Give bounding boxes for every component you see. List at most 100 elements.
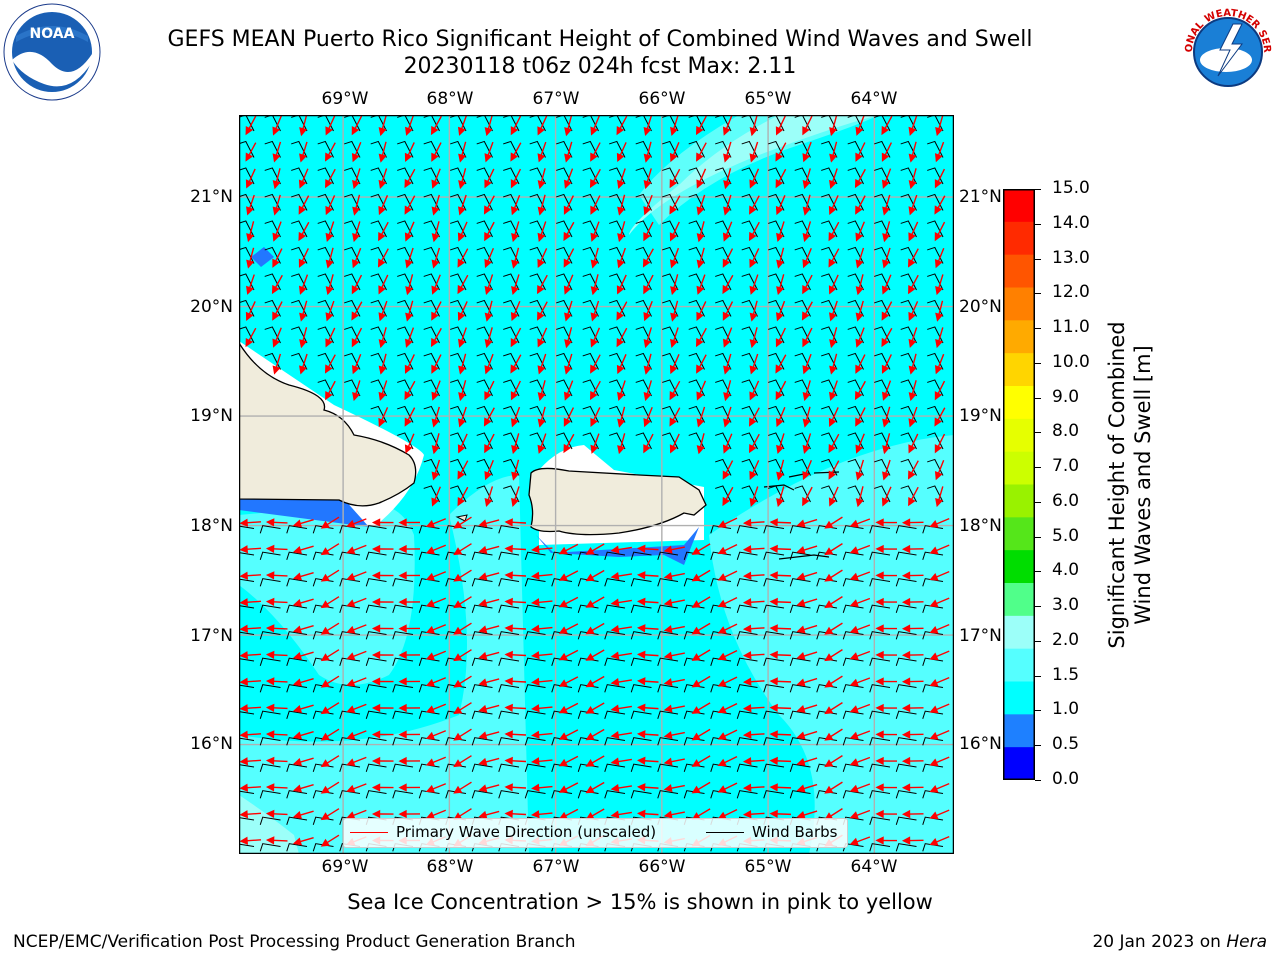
wave-direction-arrowhead [749, 339, 758, 349]
wave-direction-arrowhead [616, 152, 625, 163]
wave-direction-arrowhead [563, 443, 572, 454]
legend-item-wind-barbs: Wind Barbs [706, 823, 837, 841]
colorbar-segment [1003, 714, 1035, 748]
colorbar-tick-label: 8.0 [1052, 421, 1080, 442]
wind-barb [869, 657, 891, 666]
wave-direction-arrowhead [670, 286, 679, 296]
wind-barb [789, 578, 811, 587]
colorbar-segment [1003, 254, 1035, 288]
wave-direction-arrowhead [610, 624, 620, 634]
wave-direction-arrowhead [558, 705, 568, 714]
wave-direction-arrowhead [849, 784, 859, 793]
wave-direction-arrowhead [749, 497, 758, 507]
wave-direction-arrowhead [643, 338, 652, 349]
wave-direction-arrowhead [849, 519, 859, 528]
wave-direction-arrowhead [769, 756, 778, 766]
wave-direction-arrowhead [881, 391, 890, 401]
legend-swatch-black [706, 831, 744, 833]
wave-direction-arrowhead [265, 650, 275, 659]
wave-direction-arrowhead [882, 259, 890, 269]
wind-barb [895, 657, 917, 666]
wave-direction-arrowhead [769, 518, 778, 527]
lat-label-left: 18°N [190, 516, 233, 536]
wind-barb [239, 552, 255, 556]
wind-barb [259, 763, 281, 772]
wave-direction-arrowhead [404, 364, 413, 374]
wave-direction-arrowhead [404, 205, 413, 215]
wave-direction-arrowhead [636, 730, 646, 739]
wind-barb [392, 631, 414, 640]
wind-barb [259, 737, 281, 746]
wave-direction-arrowhead [855, 259, 864, 269]
legend-label: Wind Barbs [752, 823, 838, 841]
wave-direction-arrowhead [901, 597, 911, 607]
wave-direction-arrowhead [901, 836, 911, 845]
wave-direction-arrowhead [636, 809, 646, 818]
wave-direction-arrowhead [398, 518, 407, 527]
wave-direction-arrowhead [696, 391, 705, 401]
wind-barb [524, 763, 546, 772]
wave-direction-arrowhead [875, 624, 884, 633]
colorbar-frame [1003, 189, 1035, 780]
wave-direction-arrowhead [901, 518, 911, 527]
wave-direction-arrowhead [398, 544, 407, 554]
wind-barb [604, 631, 626, 640]
colorbar-tick-label: 15.0 [1052, 178, 1090, 198]
wave-direction-arrowhead [537, 180, 546, 190]
wave-direction-arrowhead [272, 126, 281, 136]
wave-direction-arrowhead [855, 286, 864, 296]
wave-direction-arrowhead [829, 179, 837, 189]
run-host: Hera [1226, 932, 1267, 952]
wave-direction-arrowhead [929, 784, 939, 793]
wave-direction-arrowhead [320, 626, 330, 635]
wind-barb [657, 763, 679, 772]
wave-direction-arrowhead [537, 284, 545, 295]
wind-barb [418, 790, 440, 799]
swell-contour-2-3m-northeast [639, 115, 879, 225]
wave-direction-arrowhead [875, 518, 884, 527]
wave-direction-arrowhead [558, 785, 568, 793]
wave-direction-arrowhead [371, 518, 381, 527]
wave-direction-arrowhead [696, 418, 705, 428]
wave-direction-arrowhead [908, 418, 917, 428]
wave-direction-arrowhead [325, 178, 333, 189]
wave-direction-arrowhead [881, 497, 890, 507]
wave-direction-arrowhead [398, 597, 407, 607]
wind-barb [339, 631, 361, 640]
wind-barb [392, 551, 414, 560]
wind-barb [922, 578, 944, 587]
wind-barb [922, 763, 944, 772]
wave-direction-arrowhead [530, 677, 540, 686]
wave-direction-arrowhead [610, 651, 620, 660]
wave-direction-arrowhead [563, 179, 572, 189]
wind-barb [498, 578, 520, 587]
wave-direction-arrowhead [530, 624, 540, 633]
wind-barb [789, 710, 811, 719]
wave-direction-arrowhead [908, 153, 917, 163]
wave-direction-arrowhead [530, 730, 540, 739]
wind-barb [392, 710, 414, 719]
wind-barb [869, 684, 891, 693]
wave-direction-arrowhead [246, 285, 254, 295]
wave-direction-arrowhead [849, 599, 859, 608]
wind-barb [339, 657, 361, 666]
wave-direction-arrowhead [484, 127, 493, 137]
wave-direction-arrowhead [453, 679, 463, 688]
wave-direction-arrowhead [908, 180, 917, 190]
wave-direction-arrowhead [908, 392, 917, 402]
wave-direction-arrowhead [484, 470, 493, 481]
wave-direction-arrowhead [717, 705, 727, 714]
wave-direction-arrowhead [908, 126, 917, 136]
nws-logo: NATIONAL WEATHER SERVICE [1178, 2, 1276, 100]
lat-label-right: 18°N [959, 516, 1002, 536]
wind-barb [392, 790, 414, 799]
swell-contour-1.5-2m-east [709, 435, 954, 854]
wave-direction-arrowhead [299, 365, 307, 375]
wave-direction-arrowhead [530, 571, 540, 580]
wind-barb [604, 657, 626, 666]
wind-barb [895, 578, 917, 587]
low-wave-band-puerto-rico [536, 527, 699, 565]
wave-direction-arrowhead [669, 390, 678, 401]
wave-direction-arrowhead [245, 179, 254, 189]
wind-barb [842, 737, 864, 746]
